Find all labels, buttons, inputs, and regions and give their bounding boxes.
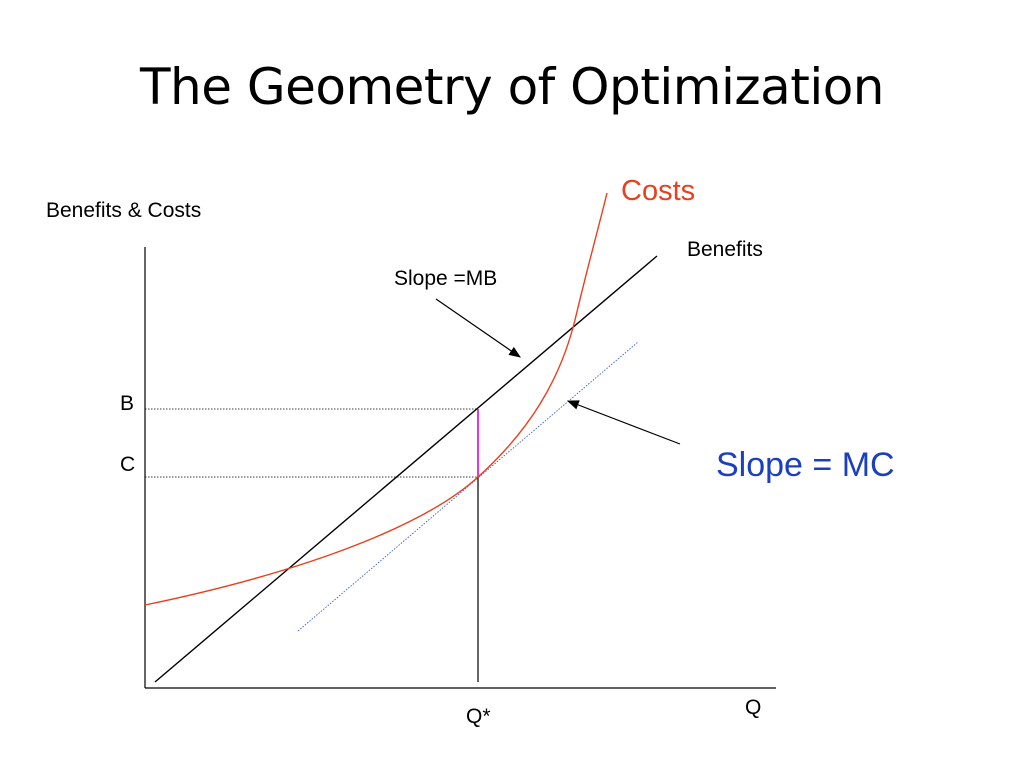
slope-mc-arrow bbox=[566, 400, 681, 445]
slope-mc-label: Slope = MC bbox=[716, 446, 895, 484]
slope-mb-label: Slope =MB bbox=[394, 267, 497, 290]
c-label: C bbox=[120, 453, 135, 476]
mc-tangent-line bbox=[297, 341, 639, 632]
qstar-label: Q* bbox=[466, 705, 491, 728]
costs-label: Costs bbox=[621, 175, 695, 207]
y-axis-label: Benefits & Costs bbox=[46, 199, 201, 222]
benefits-line bbox=[154, 255, 658, 683]
x-axis-label: Q bbox=[745, 696, 761, 719]
benefits-label: Benefits bbox=[687, 238, 763, 261]
costs-curve bbox=[144, 192, 608, 606]
b-label: B bbox=[120, 392, 134, 415]
page-title: The Geometry of Optimization bbox=[139, 58, 885, 116]
slope-mb-arrow bbox=[435, 298, 521, 358]
